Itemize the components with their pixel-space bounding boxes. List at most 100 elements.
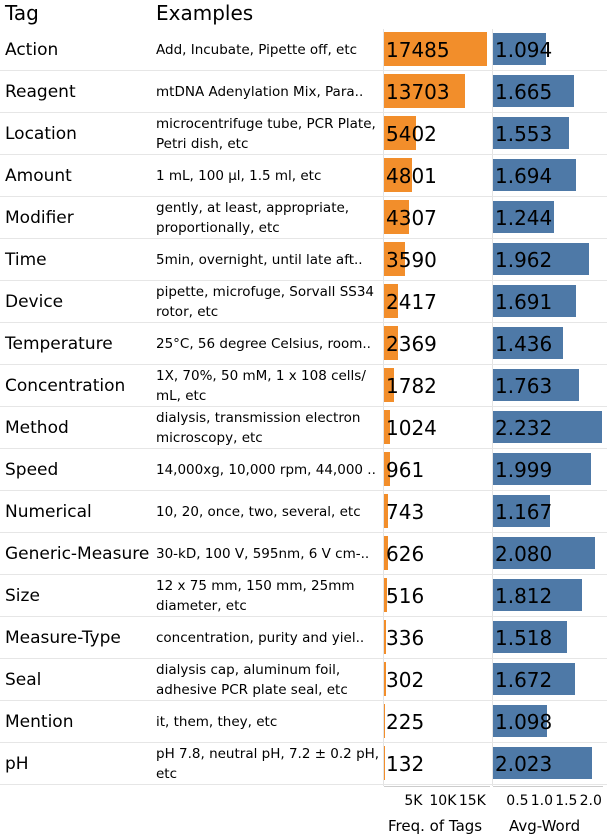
examples-text-value: microcentrifuge tube, PCR Plate, Petri d… (156, 116, 376, 152)
freq-bar (384, 704, 386, 738)
freq-data-label: 1782 (386, 374, 437, 398)
tag-label: Numerical (5, 502, 92, 522)
freq-cell: 626 (384, 533, 490, 575)
examples-text: mtDNA Adenylation Mix, Para.. (156, 71, 382, 113)
avg-word-cell: 2.080 (493, 533, 603, 575)
tag-label: Size (5, 586, 40, 606)
avg-word-bar (493, 579, 582, 611)
avg-word-cell: 1.999 (493, 449, 603, 491)
examples-text: 1X, 70%, 50 mM, 1 x 108 cells/ mL, etc (156, 365, 382, 407)
avg-word-cell: 1.167 (493, 491, 603, 533)
table-row: Numerical 10, 20, once, two, several, etc… (0, 491, 607, 533)
table-row: pH pH 7.8, neutral pH, 7.2 ± 0.2 pH, etc 1… (0, 743, 607, 785)
avg-word-data-label: 2.232 (495, 416, 553, 440)
examples-text: it, them, they, etc (156, 701, 382, 743)
tag-label: Method (5, 418, 69, 438)
avg-word-bar (493, 453, 591, 485)
freq-axis-title: Freq. of Tags (388, 817, 483, 835)
examples-text: 1 mL, 100 µl, 1.5 ml, etc (156, 155, 382, 197)
tag-label: Temperature (5, 334, 113, 354)
examples-text-value: dialysis cap, aluminum foil, adhesive PC… (156, 662, 348, 698)
avg-word-bar (493, 117, 569, 149)
table-row: Seal dialysis cap, aluminum foil, adhesiv… (0, 659, 607, 701)
avg-word-axis-title: Avg-Word (509, 817, 581, 835)
avg-word-bar (493, 705, 547, 737)
freq-bar (384, 242, 406, 276)
freq-cell: 132 (384, 743, 490, 785)
tag-label: Seal (5, 670, 42, 690)
freq-data-label: 961 (386, 458, 425, 482)
freq-bar (384, 578, 388, 612)
table-row: Amount 1 mL, 100 µl, 1.5 ml, etc 4801 1.694 (0, 155, 607, 197)
table-row: Device pipette, microfuge, Sorvall SS34 r… (0, 281, 607, 323)
freq-bar (384, 74, 465, 108)
avg-word-data-label: 1.999 (495, 458, 553, 482)
examples-text: 12 x 75 mm, 150 mm, 25mm diameter, etc (156, 575, 382, 617)
freq-cell: 2369 (384, 323, 490, 365)
examples-text: Add, Incubate, Pipette off, etc (156, 29, 382, 71)
tag-label: Concentration (5, 376, 126, 396)
freq-data-label: 336 (386, 626, 425, 650)
avg-word-cell: 1.553 (493, 113, 603, 155)
table-row: Action Add, Incubate, Pipette off, etc 174… (0, 29, 607, 71)
freq-data-label: 2417 (386, 290, 437, 314)
avg-word-bar (493, 537, 595, 569)
freq-cell: 17485 (384, 29, 490, 71)
avg-word-cell: 1.518 (493, 617, 603, 659)
examples-text: pH 7.8, neutral pH, 7.2 ± 0.2 pH, etc (156, 743, 382, 785)
tag-label: Location (5, 124, 77, 144)
tag-label: Mention (5, 712, 74, 732)
avg-word-bar (493, 495, 551, 527)
avg-word-data-label: 1.167 (495, 500, 553, 524)
avg-word-cell: 1.436 (493, 323, 603, 365)
avg-word-bar (493, 369, 580, 401)
table-row: Measure-Type concentration, purity and yi… (0, 617, 607, 659)
avg-word-cell: 1.098 (493, 701, 603, 743)
tag-label: Measure-Type (5, 628, 121, 648)
table-row: Location microcentrifuge tube, PCR Plate,… (0, 113, 607, 155)
avg-word-data-label: 1.436 (495, 332, 553, 356)
freq-bar (384, 116, 416, 150)
freq-data-label: 516 (386, 584, 425, 608)
freq-bar (384, 746, 385, 780)
avg-word-cell: 2.023 (493, 743, 603, 785)
column-separator (383, 29, 384, 786)
examples-text: dialysis, transmission electron microsco… (156, 407, 382, 449)
avg-word-tick-label: 1.0 (530, 793, 554, 809)
table-row: Method dialysis, transmission electron mi… (0, 407, 607, 449)
avg-word-bar (493, 201, 554, 233)
tag-label: Time (5, 250, 47, 270)
avg-word-data-label: 1.098 (495, 710, 553, 734)
avg-word-data-label: 2.023 (495, 752, 553, 776)
table-row: Speed 14,000xg, 10,000 rpm, 44,000 .. 961 1… (0, 449, 607, 491)
examples-text: 14,000xg, 10,000 rpm, 44,000 .. (156, 449, 382, 491)
tag-label: Device (5, 292, 64, 312)
avg-word-cell: 1.094 (493, 29, 603, 71)
examples-text-value: it, them, they, etc (156, 714, 278, 730)
avg-word-axis-line (493, 786, 603, 787)
avg-word-cell: 1.812 (493, 575, 603, 617)
freq-data-label: 302 (386, 668, 425, 692)
table-row: Size 12 x 75 mm, 150 mm, 25mm diameter, e… (0, 575, 607, 617)
freq-data-label: 1024 (386, 416, 437, 440)
avg-word-data-label: 1.694 (495, 164, 553, 188)
freq-cell: 961 (384, 449, 490, 491)
avg-word-data-label: 1.244 (495, 206, 553, 230)
tag-label: Generic-Measure (5, 544, 150, 564)
avg-word-cell: 2.232 (493, 407, 603, 449)
freq-bar (384, 494, 389, 528)
column-separator (492, 29, 493, 786)
freq-tick-label: 10K (429, 793, 457, 809)
tag-label: pH (5, 754, 29, 774)
avg-word-cell: 1.665 (493, 71, 603, 113)
freq-bar (384, 32, 487, 66)
freq-data-label: 743 (386, 500, 425, 524)
avg-word-bar (493, 621, 568, 653)
tag-label: Action (5, 40, 59, 60)
examples-text: pipette, microfuge, Sorvall SS34 rotor, … (156, 281, 382, 323)
avg-word-cell: 1.244 (493, 197, 603, 239)
examples-text: 30-kD, 100 V, 595nm, 6 V cm-.. (156, 533, 382, 575)
freq-tick-label: 5K (404, 793, 423, 809)
examples-column-header: Examples (156, 1, 254, 25)
freq-bar (384, 536, 388, 570)
